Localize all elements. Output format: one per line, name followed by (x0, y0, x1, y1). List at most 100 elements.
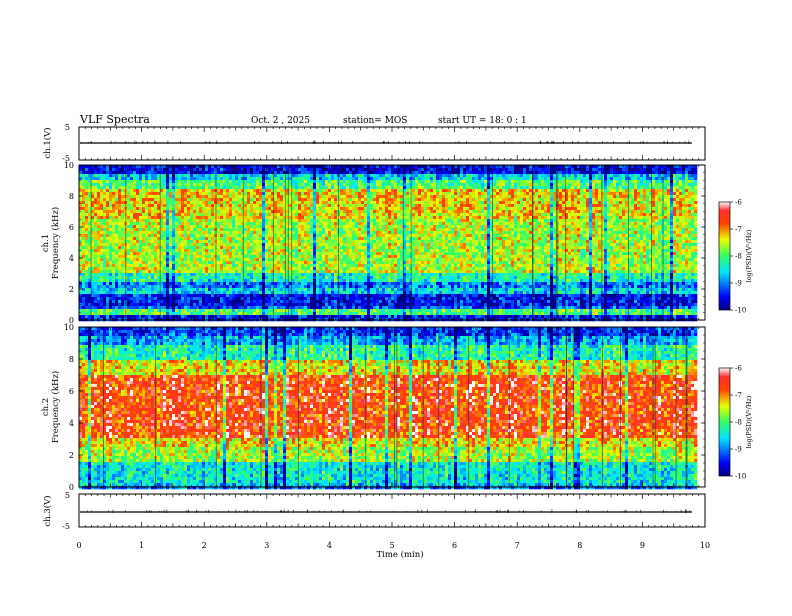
spectrogram-cell (670, 210, 673, 213)
spectrogram-cell (619, 171, 622, 174)
spectrogram-cell (682, 204, 685, 207)
spectrogram-cell (166, 213, 169, 216)
spectrogram-cell (292, 219, 295, 222)
spectrogram-cell (487, 225, 490, 228)
spectrogram-cell (583, 189, 586, 192)
spectrogram-cell (166, 168, 169, 171)
spectrogram-cell (436, 225, 439, 228)
spectrogram-cell (361, 186, 364, 189)
spectrogram-cell (505, 231, 508, 234)
spectrogram-cell (529, 177, 532, 180)
spectrogram-cell (670, 198, 673, 201)
spectrogram-cell (391, 231, 394, 234)
spectrogram-cell (475, 204, 478, 207)
spectrogram-cell (541, 171, 544, 174)
spectrogram-cell (409, 186, 412, 189)
spectrogram-cell (169, 225, 172, 228)
spectrogram-cell (463, 171, 466, 174)
spectrogram-cell (586, 204, 589, 207)
spectrogram-cell (553, 189, 556, 192)
spectrogram-cell (469, 180, 472, 183)
spectrogram-cell (154, 216, 157, 219)
spectrogram-cell (142, 180, 145, 183)
spectrogram-cell (274, 177, 277, 180)
spectrogram-cell (355, 198, 358, 201)
spectrogram-cell (118, 195, 121, 198)
spectrogram-cell (433, 171, 436, 174)
spectrogram-cell (421, 168, 424, 171)
spectrogram-cell (589, 195, 592, 198)
spectrogram-cell (196, 171, 199, 174)
spectrogram-cell (181, 219, 184, 222)
spectrogram-cell (592, 183, 595, 186)
spectrogram-cell (499, 198, 502, 201)
spectrogram-cell (346, 204, 349, 207)
spectrogram-cell (658, 186, 661, 189)
spectrogram-cell (511, 228, 514, 231)
spectrogram-cell (688, 186, 691, 189)
spectrogram-cell (133, 180, 136, 183)
spectrogram-cell (184, 204, 187, 207)
spectrogram-cell (679, 222, 682, 225)
spectrogram-cell (205, 177, 208, 180)
spectrogram-cell (634, 204, 637, 207)
spectrogram-cell (133, 198, 136, 201)
spectrogram-cell (586, 201, 589, 204)
spectrogram-cell (277, 195, 280, 198)
spectrogram-cell (391, 225, 394, 228)
spectrogram-cell (520, 174, 523, 177)
spectrogram-cell (391, 228, 394, 231)
spectrogram-cell (358, 228, 361, 231)
spectrogram-cell (604, 201, 607, 204)
spectrogram-cell (139, 204, 142, 207)
spectrogram-cell (328, 213, 331, 216)
spectrogram-cell (202, 180, 205, 183)
spectrogram-cell (535, 204, 538, 207)
spectrogram-cell (340, 210, 343, 213)
spectrogram-cell (550, 225, 553, 228)
spectrogram-cell (673, 195, 676, 198)
spectrogram-cell (562, 168, 565, 171)
spectrogram-cell (529, 204, 532, 207)
spectrogram-cell (82, 177, 85, 180)
spectrogram-cell (187, 228, 190, 231)
spectrogram-cell (424, 210, 427, 213)
spectrogram-cell (97, 228, 100, 231)
spectrogram-cell (487, 192, 490, 195)
spectrogram-cell (232, 177, 235, 180)
spectrogram-cell (439, 228, 442, 231)
spectrogram-cell (325, 192, 328, 195)
spectrogram-cell (415, 207, 418, 210)
spectrogram-cell (415, 180, 418, 183)
spectrogram-cell (142, 189, 145, 192)
spectrogram-cell (97, 180, 100, 183)
spectrogram-cell (508, 171, 511, 174)
spectrogram-cell (115, 189, 118, 192)
spectrogram-cell (592, 171, 595, 174)
spectrogram-cell (454, 216, 457, 219)
spectrogram-cell (235, 225, 238, 228)
spectrogram-cell (361, 225, 364, 228)
spectrogram-cell (469, 171, 472, 174)
spectrogram-cell (550, 210, 553, 213)
spectrogram-cell (310, 189, 313, 192)
spectrogram-cell (607, 228, 610, 231)
spectrogram-cell (589, 192, 592, 195)
spectrogram-cell (616, 222, 619, 225)
spectrogram-cell (619, 180, 622, 183)
spectrogram-cell (370, 168, 373, 171)
spectrogram-cell (550, 207, 553, 210)
spectrogram-cell (112, 201, 115, 204)
spectrogram-cell (136, 168, 139, 171)
spectrogram-cell (550, 219, 553, 222)
spectrogram-cell (415, 204, 418, 207)
spectrogram-cell (526, 213, 529, 216)
spectrogram-cell (610, 204, 613, 207)
spectrogram-cell (457, 228, 460, 231)
spectrogram-cell (313, 201, 316, 204)
spectrogram-cell (325, 201, 328, 204)
spectrogram-cell (292, 207, 295, 210)
spectrogram-cell (208, 189, 211, 192)
spectrogram-cell (229, 213, 232, 216)
spectrogram-cell (280, 213, 283, 216)
